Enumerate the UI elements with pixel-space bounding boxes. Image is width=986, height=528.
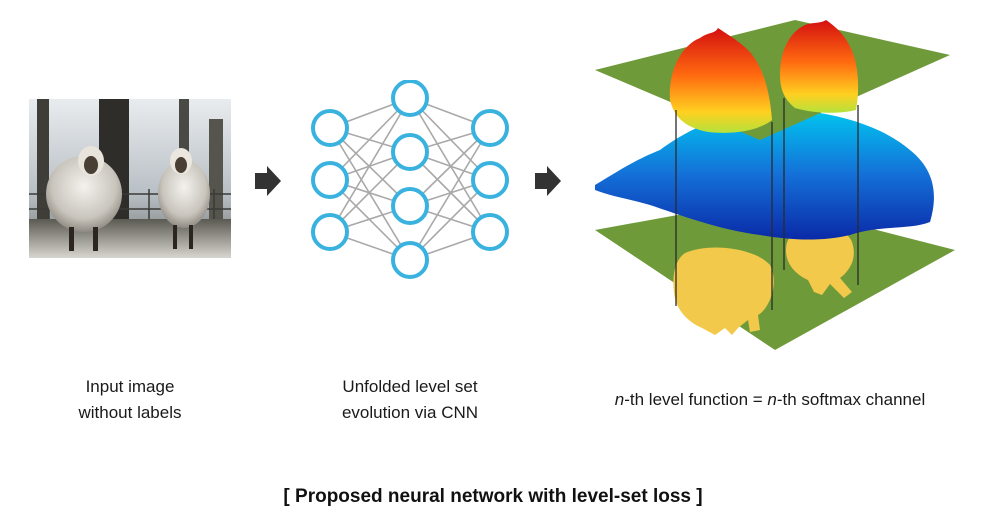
network-node-l1-n2 [391, 187, 429, 225]
network-node-l0-n2 [311, 213, 349, 251]
network-edge [409, 97, 491, 181]
mask-left [673, 247, 774, 335]
caption-n-1: n [614, 390, 625, 409]
network-edge [329, 127, 411, 261]
input-caption-line1: Input image [85, 377, 175, 396]
network-node-l2-n1 [471, 161, 509, 199]
peak-left [669, 28, 772, 133]
caption-n-2: n [767, 390, 777, 409]
top-plane [595, 20, 950, 140]
network-edge [409, 97, 491, 233]
network-node-l2-n2 [471, 213, 509, 251]
caption-part1: -th level function = [624, 390, 768, 409]
figure-footer-caption: [ Proposed neural network with level-set… [283, 486, 703, 507]
network-node-l0-n1 [311, 161, 349, 199]
network-caption-line2: evolution via CNN [341, 403, 479, 422]
mask-right [786, 226, 854, 298]
network-node-l1-n0 [391, 79, 429, 117]
input-image-caption: Input image without labels [40, 374, 220, 426]
level-set-surface-illustration [590, 10, 960, 370]
caption-part2: -th softmax channel [776, 390, 926, 409]
input-image-photo [29, 99, 231, 258]
peak-right [780, 20, 859, 113]
input-caption-line2: without labels [78, 403, 182, 422]
network-edge [329, 97, 411, 233]
network-caption: Unfolded level set evolution via CNN [310, 374, 510, 426]
arrow-right-icon [535, 166, 561, 201]
network-caption-line1: Unfolded level set [342, 377, 478, 396]
level-function-caption: n-th level function = n-th softmax chann… [560, 387, 980, 413]
network-edge [409, 127, 491, 261]
neural-network-diagram [305, 79, 520, 280]
level-function-surface [595, 109, 934, 240]
bottom-plane [595, 200, 955, 350]
network-node-l1-n3 [391, 241, 429, 279]
network-node-l0-n0 [311, 109, 349, 147]
arrow-right-icon [255, 166, 281, 201]
network-node-l1-n1 [391, 133, 429, 171]
network-edge [329, 97, 411, 181]
network-node-l2-n0 [471, 109, 509, 147]
